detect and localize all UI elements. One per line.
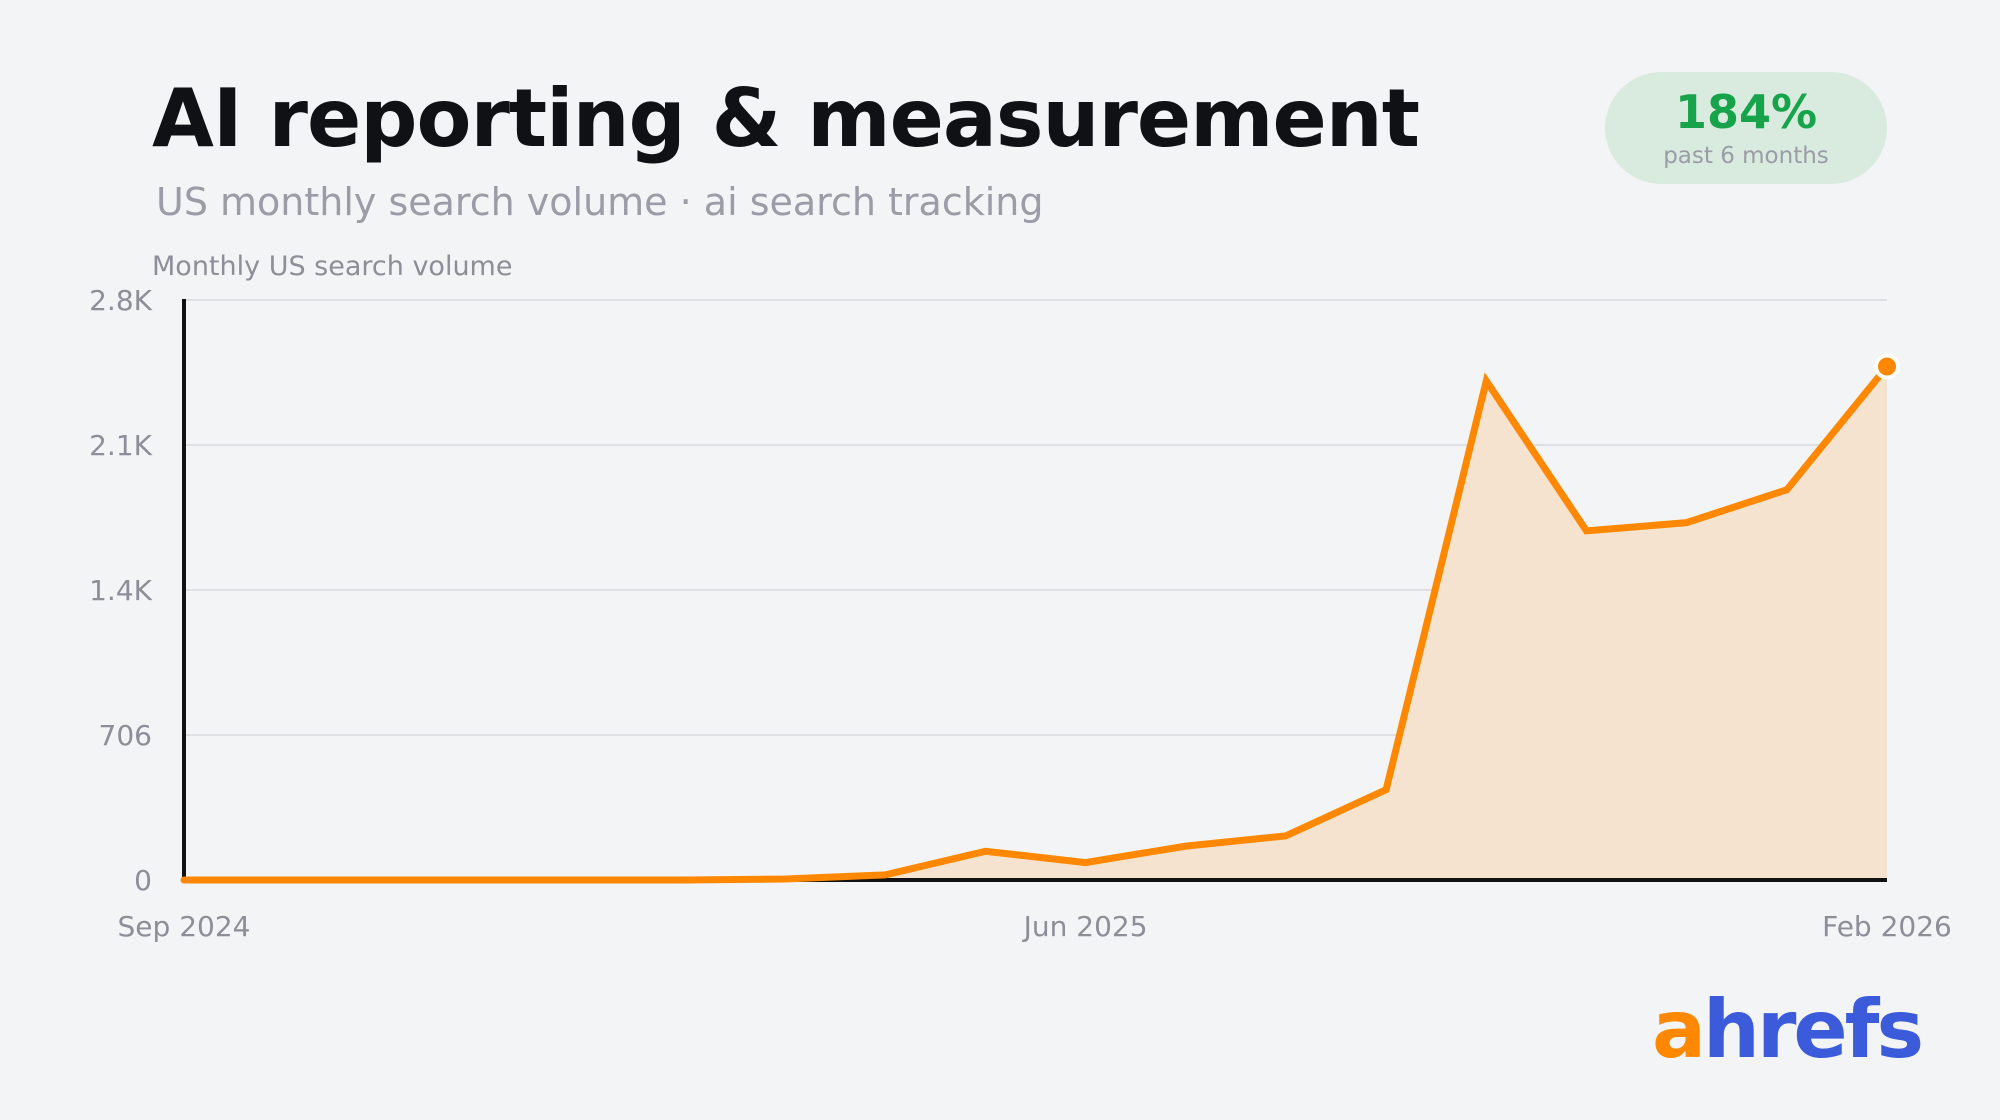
- y-tick-label: 706: [99, 719, 152, 752]
- y-tick-label: 1.4K: [89, 574, 153, 607]
- y-tick-label: 2.1K: [89, 429, 153, 462]
- growth-value: 184%: [1674, 84, 1818, 139]
- growth-period: past 6 months: [1663, 143, 1829, 170]
- series-line: [180, 363, 1891, 884]
- x-tick-label: Feb 2026: [1822, 910, 1952, 943]
- y-axis-title: Monthly US search volume: [152, 251, 512, 282]
- y-tick-label: 0: [134, 864, 152, 897]
- x-tick-label: Jun 2025: [1022, 910, 1148, 943]
- logo-letter-a: a: [1652, 983, 1706, 1076]
- x-tick-label: Sep 2024: [118, 910, 251, 943]
- chart-subtitle: US monthly search volume · ai search tra…: [156, 180, 1044, 224]
- chart-title: AI reporting & measurement: [152, 72, 1420, 165]
- area-fill: [184, 366, 1887, 880]
- last-data-point: [1874, 353, 1900, 380]
- y-tick-label: 2.8K: [89, 284, 153, 317]
- growth-badge: 184% past 6 months: [1605, 72, 1887, 184]
- ahrefs-logo: ahrefs: [1652, 990, 1924, 1070]
- logo-wordmark: hrefs: [1702, 983, 1924, 1076]
